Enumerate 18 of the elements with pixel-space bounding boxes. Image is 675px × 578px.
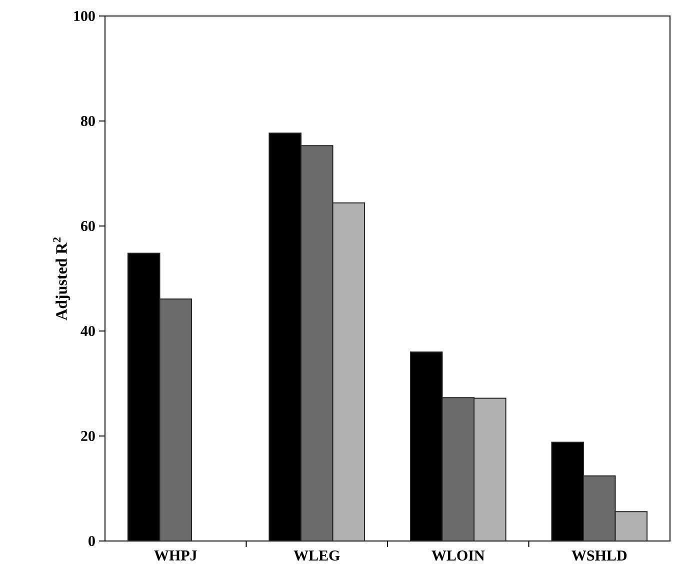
bar — [582, 475, 616, 541]
bar — [332, 202, 366, 541]
bar — [300, 145, 334, 541]
bar — [474, 398, 506, 541]
y-tick-label: 40 — [80, 326, 95, 336]
y-axis-title: Adjusted R$^{2}$ — [53, 238, 70, 320]
bar — [614, 511, 648, 541]
x-tick-label: WSHLD — [572, 550, 627, 561]
x-tick-label: WLOIN — [432, 550, 485, 561]
y-tick-label: 0 — [88, 536, 95, 546]
bar — [159, 298, 192, 541]
y-tick-label: 20 — [81, 430, 95, 442]
bar — [442, 397, 475, 541]
y-tick-label: 80 — [80, 116, 95, 126]
x-tick-label: WHPJ — [154, 550, 197, 561]
x-tick-label: WLEG — [294, 550, 340, 561]
y-tick-label: 60 — [80, 220, 95, 232]
y-tick-label: 100 — [74, 10, 95, 22]
